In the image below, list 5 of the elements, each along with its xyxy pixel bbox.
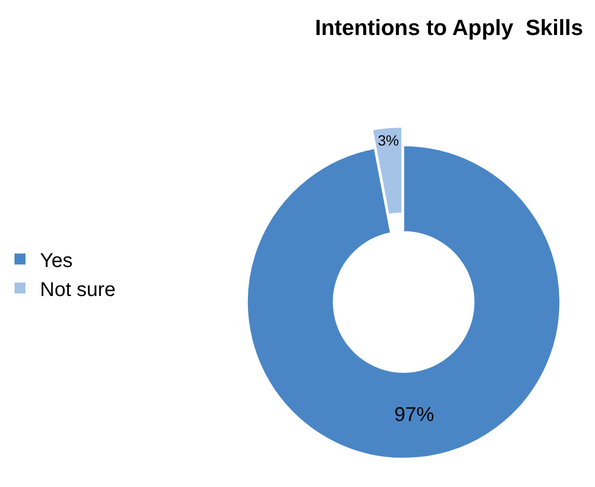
legend-label: Not sure <box>40 278 116 301</box>
data-label: 97% <box>394 404 434 426</box>
data-label: 3% <box>378 134 400 150</box>
chart-title: Intentions to Apply Skills <box>315 14 584 40</box>
legend-label: Yes <box>40 250 73 272</box>
